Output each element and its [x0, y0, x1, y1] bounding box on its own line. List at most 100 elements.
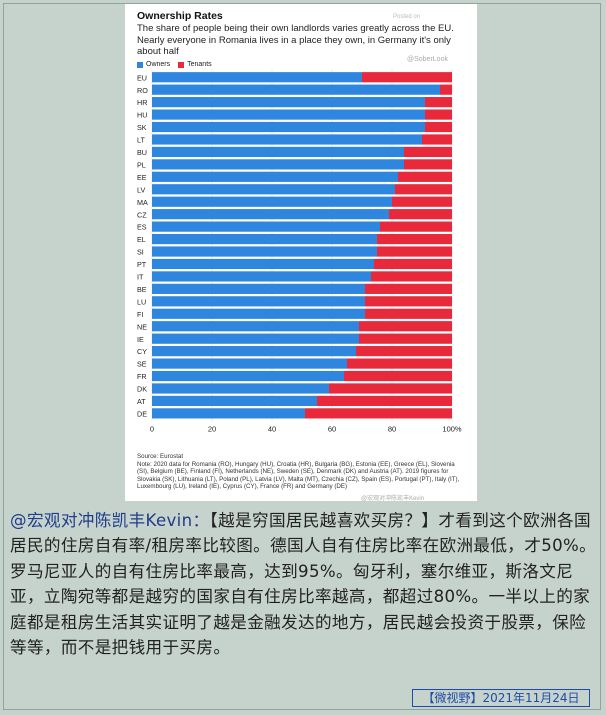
- bar-owners-de: [152, 408, 305, 419]
- bar-tenants-cy: [356, 346, 452, 357]
- bar-owners-bu: [152, 146, 404, 158]
- outer-frame: [3, 3, 601, 710]
- bar-owners-it: [152, 271, 371, 282]
- category-label: FI: [137, 310, 143, 319]
- bar-tenants-at: [317, 395, 452, 407]
- bar-tenants-ie: [359, 333, 452, 344]
- category-label: AT: [137, 397, 146, 406]
- bar-tenants-eu: [362, 72, 452, 83]
- bar-owners-hu: [152, 109, 425, 120]
- category-label: PT: [137, 260, 147, 269]
- chart-notes: Source: Eurostat Note: 2020 data for Roma…: [137, 453, 467, 491]
- category-label: FR: [137, 372, 147, 381]
- category-label: CZ: [137, 210, 147, 219]
- category-label: PL: [137, 160, 146, 169]
- bar-owners-ee: [152, 171, 398, 182]
- watermark-right: @SoberLook: [407, 56, 448, 63]
- x-tick-label: 20: [208, 425, 216, 434]
- bar-owners-pt: [152, 258, 374, 270]
- bar-owners-ro: [152, 84, 440, 95]
- bar-tenants-ee: [398, 171, 452, 182]
- bar-tenants-ma: [392, 196, 452, 207]
- legend-owners-swatch: [137, 61, 143, 68]
- bar-owners-lv: [152, 184, 395, 195]
- category-label: HR: [137, 98, 147, 107]
- bar-owners-ie: [152, 333, 359, 344]
- category-label: SK: [137, 123, 147, 132]
- chart-card: Ownership Rates The share of people bein…: [125, 4, 477, 502]
- bar-tenants-bu: [404, 146, 452, 158]
- bar-owners-hr: [152, 97, 425, 108]
- bar-owners-es: [152, 221, 380, 232]
- bar-tenants-sk: [425, 121, 452, 133]
- bar-tenants-it: [371, 271, 452, 282]
- bar-owners-at: [152, 395, 317, 407]
- bar-tenants-fi: [365, 308, 452, 319]
- category-label: EE: [137, 173, 147, 182]
- bar-tenants-pt: [374, 258, 452, 270]
- category-label: ES: [137, 223, 147, 232]
- category-label: LT: [137, 136, 145, 145]
- category-label: RO: [137, 86, 148, 95]
- category-label: NE: [137, 322, 147, 331]
- category-label: LV: [137, 185, 145, 194]
- category-label: LU: [137, 297, 146, 306]
- bar-tenants-el: [377, 233, 452, 245]
- footer-date-box: 【微视野】2021年11月24日: [412, 689, 590, 707]
- legend-tenants-label: Tenants: [187, 61, 212, 68]
- bar-tenants-lv: [395, 184, 452, 195]
- bar-tenants-se: [347, 358, 452, 369]
- bar-owners-si: [152, 246, 377, 257]
- bar-owners-sk: [152, 121, 425, 133]
- bar-tenants-fr: [344, 370, 452, 382]
- bar-owners-lu: [152, 296, 365, 307]
- bar-tenants-hu: [425, 109, 452, 120]
- bar-owners-cy: [152, 346, 356, 357]
- bar-tenants-lt: [422, 134, 452, 145]
- category-label: CY: [137, 347, 147, 356]
- watermark-top: Posted on: [393, 14, 421, 20]
- bar-owners-se: [152, 358, 347, 369]
- caption-text: @宏观对冲陈凯丰Kevin：【越是穷国居民越喜欢买房？】才看到这个欧洲各国居民的…: [10, 508, 600, 660]
- legend-tenants: Tenants: [178, 61, 212, 68]
- category-label: BU: [137, 148, 147, 157]
- category-label: EU: [137, 73, 147, 82]
- category-label: EL: [137, 235, 146, 244]
- caption-headline: 【越是穷国居民越喜欢买房？】: [209, 511, 439, 530]
- bar-tenants-ro: [440, 84, 452, 95]
- legend-owners-label: Owners: [146, 61, 171, 68]
- caption-author: @宏观对冲陈凯丰Kevin：: [10, 511, 210, 530]
- x-tick-label: 40: [268, 425, 276, 434]
- category-label: DE: [137, 409, 147, 418]
- category-label: IT: [137, 273, 144, 282]
- category-label: DK: [137, 385, 147, 394]
- bar-owners-fi: [152, 308, 365, 319]
- x-tick-label: 0: [150, 425, 154, 434]
- chart-subtitle: The share of people being their own land…: [137, 23, 454, 57]
- category-label: IE: [137, 335, 144, 344]
- bar-owners-ne: [152, 321, 359, 332]
- category-label: HU: [137, 111, 147, 120]
- chart-source: Source: Eurostat: [137, 453, 184, 460]
- bar-tenants-lu: [365, 296, 452, 307]
- bar-owners-fr: [152, 370, 344, 382]
- bar-tenants-be: [365, 283, 452, 294]
- category-label: BE: [137, 285, 147, 294]
- bar-owners-ma: [152, 196, 392, 207]
- bar-tenants-cz: [389, 209, 452, 220]
- bar-tenants-hr: [425, 97, 452, 108]
- bar-tenants-dk: [329, 383, 452, 394]
- bar-chart: EU RO HR HU SK LT BU PL EE LV MA CZ ES EL SI PT IT BE LU FI…: [137, 69, 462, 434]
- caption-body: 才看到这个欧洲各国居民的住房自有率/租房率比较图。德国人自有住房比率在欧洲最低，…: [10, 511, 597, 658]
- category-label: SE: [137, 360, 147, 369]
- bar-owners-pl: [152, 159, 404, 170]
- x-tick-label: 100%: [442, 425, 462, 434]
- legend-tenants-swatch: [178, 61, 185, 68]
- legend-owners: Owners: [137, 61, 170, 68]
- bar-tenants-si: [377, 246, 452, 257]
- bar-owners-el: [152, 233, 377, 245]
- category-label: SI: [137, 248, 144, 257]
- bar-tenants-pl: [404, 159, 452, 170]
- chart-title: Ownership Rates: [137, 10, 223, 22]
- bar-tenants-ne: [359, 321, 452, 332]
